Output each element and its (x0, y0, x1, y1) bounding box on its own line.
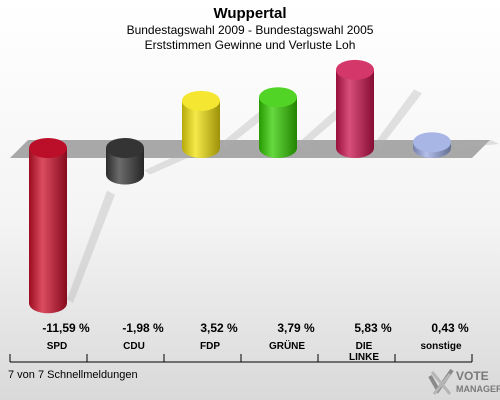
category-label-fdp: FDP (200, 341, 220, 352)
bar-cap-grüne (259, 87, 297, 108)
bar-body-die-linke (336, 69, 374, 158)
bar-body-cdu (106, 148, 144, 185)
bar-spd (29, 138, 67, 314)
value-label-die-linke: 5,83 % (354, 321, 392, 335)
bar-shadow-cdu (144, 151, 192, 175)
bar-shadow-spd (67, 190, 115, 304)
bar-cap-spd (29, 138, 67, 158)
category-label-spd: SPD (47, 341, 68, 352)
value-label-spd: -11,59 % (42, 321, 90, 335)
value-label-cdu: -1,98 % (122, 321, 164, 335)
category-label-die-linke: DIE LINKE (349, 341, 379, 363)
bar-body-spd (29, 148, 67, 314)
bar-sonstige (413, 132, 451, 158)
chart-subtitle-line2: Erststimmen Gewinne und Verluste Loh (144, 38, 356, 52)
bar-die-linke (336, 59, 374, 158)
bar-cap-sonstige (413, 132, 451, 153)
bar-body-fdp (182, 100, 220, 158)
chart-subtitle-line1: Bundestagswahl 2009 - Bundestagswahl 200… (126, 23, 374, 37)
check-x-icon (428, 368, 454, 395)
category-label-sonstige: sonstige (420, 341, 462, 352)
logo-line1: VOTE (456, 369, 489, 383)
logo-line2: MANAGER (456, 384, 500, 394)
chart-title: Wuppertal (213, 5, 287, 22)
bar-fdp (182, 90, 220, 158)
category-label-cdu: CDU (123, 341, 145, 352)
bar-shadow-sonstige (451, 139, 499, 148)
bar-body-grüne (259, 97, 297, 158)
category-label-grüne: GRÜNE (269, 339, 305, 352)
bar-cdu (106, 138, 144, 185)
votemanager-logo: VOTE MANAGER (428, 368, 500, 395)
bar-cap-fdp (182, 90, 220, 111)
value-label-grüne: 3,79 % (277, 321, 315, 335)
bar-shadow-fdp (220, 110, 268, 148)
footer-note: 7 von 7 Schnellmeldungen (8, 369, 138, 381)
bar-shadow-die-linke (374, 89, 422, 148)
bar-cap-cdu (106, 138, 144, 158)
bar-cap-die-linke (336, 59, 374, 80)
bar-shadow-grüne (297, 108, 345, 148)
value-label-sonstige: 0,43 % (431, 321, 469, 335)
bar-grüne (259, 87, 297, 158)
value-label-fdp: 3,52 % (200, 321, 238, 335)
